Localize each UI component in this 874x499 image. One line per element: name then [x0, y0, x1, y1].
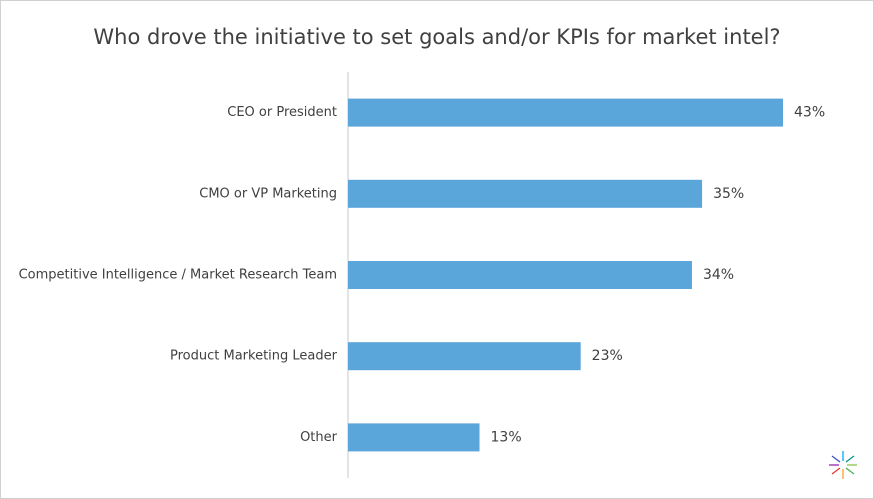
- category-label: CEO or President: [227, 105, 337, 120]
- bar: [348, 261, 692, 289]
- category-label: CMO or VP Marketing: [199, 186, 337, 201]
- logo: [829, 451, 857, 479]
- bar: [348, 423, 480, 452]
- value-label: 23%: [592, 348, 623, 364]
- value-label: 34%: [703, 267, 734, 283]
- category-label: Product Marketing Leader: [170, 349, 338, 364]
- bar: [348, 179, 703, 208]
- category-label: Other: [300, 430, 338, 445]
- value-label: 43%: [794, 105, 825, 121]
- value-label: 35%: [713, 186, 744, 202]
- category-label: Competitive Intelligence / Market Resear…: [19, 268, 337, 283]
- bar: [348, 98, 783, 127]
- chart-title: Who drove the initiative to set goals an…: [93, 25, 780, 49]
- bar: [348, 342, 581, 371]
- value-label: 13%: [491, 429, 522, 445]
